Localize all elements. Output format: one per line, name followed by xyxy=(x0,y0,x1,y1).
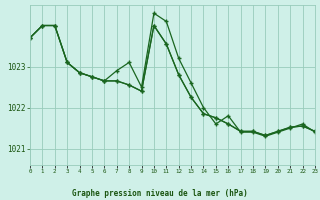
Text: Graphe pression niveau de la mer (hPa): Graphe pression niveau de la mer (hPa) xyxy=(72,189,248,198)
